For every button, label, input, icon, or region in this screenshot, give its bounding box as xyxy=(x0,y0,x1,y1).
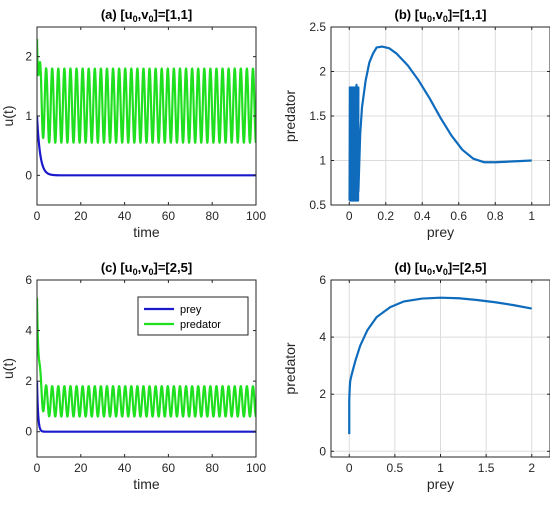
series-line-series-1 xyxy=(37,38,256,144)
y-tick-label: 1 xyxy=(319,154,326,168)
x-tick-label: 0.2 xyxy=(377,209,394,223)
y-tick-label: 0.5 xyxy=(309,198,326,212)
x-tick-label: 60 xyxy=(162,461,176,475)
series-line-series-0 xyxy=(348,45,532,202)
x-tick-label: 1 xyxy=(528,209,535,223)
x-tick-label: 40 xyxy=(118,209,132,223)
axes-box xyxy=(36,279,257,458)
x-axis-label: prey xyxy=(427,224,454,240)
x-tick-label: 0 xyxy=(346,461,353,475)
x-tick-label: 100 xyxy=(246,461,266,475)
x-tick-label: 80 xyxy=(206,209,220,223)
y-tick-label: 2 xyxy=(25,50,32,64)
x-tick-label: 80 xyxy=(206,461,220,475)
y-tick-label: 1 xyxy=(25,109,32,123)
y-tick-label: 2 xyxy=(319,387,326,401)
legend-box xyxy=(137,296,249,336)
y-tick-label: 2 xyxy=(319,65,326,79)
x-tick-label: 0 xyxy=(346,209,353,223)
x-tick-label: 0.4 xyxy=(414,209,431,223)
series-line-series-0 xyxy=(348,296,532,435)
y-tick-label: 2 xyxy=(25,374,32,388)
plot-area xyxy=(37,27,256,205)
x-tick-label: 20 xyxy=(74,461,88,475)
x-tick-label: 0 xyxy=(34,461,41,475)
x-tick-label: 1 xyxy=(437,461,444,475)
panel-a: 0 20 40 60 80 100 0 1 2 time u(t) (a) [u0,v0]=[1,1] xyxy=(0,7,266,240)
x-tick-label: 0 xyxy=(34,209,41,223)
chart-title: (c) [u0,v0]=[2,5] xyxy=(101,260,192,277)
y-axis-label: u(t) xyxy=(0,106,16,127)
y-tick-label: 0 xyxy=(319,444,326,458)
panel-c: 0 20 40 60 80 100 0 2 4 6 time u(t) (c) [u0,v0]=[2,5… xyxy=(0,260,266,492)
data-layer xyxy=(348,45,532,202)
y-tick-label: 0 xyxy=(25,425,32,439)
x-tick-label: 2 xyxy=(528,461,535,475)
data-layer xyxy=(348,296,532,435)
y-tick-label: 4 xyxy=(319,330,326,344)
series-line-predator xyxy=(37,297,256,418)
y-tick-label: 4 xyxy=(25,324,32,338)
x-tick-label: 60 xyxy=(162,209,176,223)
series-line-prey xyxy=(37,381,256,433)
legend-label-prey: prey xyxy=(180,304,202,316)
panel-b: 0 0.2 0.4 0.6 0.8 1 0.5 1 1.5 2 2.5 prey predator (b)… xyxy=(282,7,550,240)
x-tick-label: 40 xyxy=(118,461,132,475)
y-tick-label: 6 xyxy=(25,273,32,287)
panel-d: 0 0.5 1 1.5 2 0 2 4 6 prey predator (d) [u0,v0]=[2,… xyxy=(282,260,550,492)
data-layer xyxy=(37,297,256,433)
series-line-series-0 xyxy=(37,115,256,177)
legend: prey predator xyxy=(137,296,249,336)
x-axis-label: time xyxy=(133,224,160,240)
x-tick-label: 100 xyxy=(246,209,266,223)
x-tick-label: 1.5 xyxy=(478,461,495,475)
chart-title: (a) [u0,v0]=[1,1] xyxy=(101,7,192,24)
y-tick-label: 1.5 xyxy=(309,109,326,123)
x-tick-label: 0.8 xyxy=(487,209,504,223)
y-tick-label: 6 xyxy=(319,273,326,287)
y-tick-label: 0 xyxy=(25,168,32,182)
data-layer xyxy=(37,38,256,177)
x-tick-label: 0.5 xyxy=(387,461,404,475)
legend-label-predator: predator xyxy=(180,319,221,331)
x-tick-label: 0.6 xyxy=(450,209,467,223)
x-tick-label: 20 xyxy=(74,209,88,223)
x-axis-label: time xyxy=(133,476,160,492)
y-axis-label: predator xyxy=(282,90,298,142)
chart-title: (b) [u0,v0]=[1,1] xyxy=(394,7,486,24)
chart-title: (d) [u0,v0]=[2,5] xyxy=(394,260,486,277)
x-axis-label: prey xyxy=(427,476,454,492)
y-tick-label: 2.5 xyxy=(309,20,326,34)
y-axis-label: u(t) xyxy=(0,358,16,379)
y-axis-label: predator xyxy=(282,342,298,394)
